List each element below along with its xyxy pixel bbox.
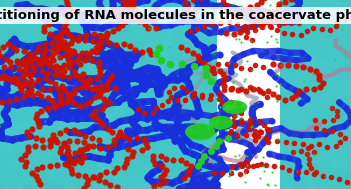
Circle shape xyxy=(223,101,246,113)
Point xyxy=(269,170,275,173)
Point xyxy=(274,40,280,43)
Point xyxy=(256,101,261,104)
Point xyxy=(294,169,300,172)
Point xyxy=(267,4,273,7)
Point xyxy=(146,26,152,29)
Point xyxy=(261,170,266,173)
Point xyxy=(225,109,231,112)
Point xyxy=(236,137,241,140)
Point xyxy=(234,115,240,118)
Point xyxy=(226,175,232,178)
Point xyxy=(332,59,338,62)
Point xyxy=(339,28,345,31)
Point xyxy=(257,177,262,180)
Point xyxy=(274,100,280,103)
Point xyxy=(227,170,233,174)
Circle shape xyxy=(186,124,214,140)
Point xyxy=(273,72,279,75)
Point xyxy=(71,20,77,23)
Point xyxy=(264,182,270,185)
Point xyxy=(275,138,281,141)
Point xyxy=(265,183,271,186)
Point xyxy=(241,79,247,82)
Point xyxy=(42,119,47,122)
Point xyxy=(217,105,223,108)
Point xyxy=(311,153,317,156)
Point xyxy=(249,125,254,128)
Point xyxy=(249,125,254,128)
Point xyxy=(278,83,283,86)
Point xyxy=(236,38,241,41)
Point xyxy=(233,37,239,40)
Point xyxy=(260,156,266,159)
Point xyxy=(217,127,222,130)
Point xyxy=(242,77,247,80)
Point xyxy=(244,164,250,167)
Point xyxy=(272,183,278,186)
Point xyxy=(273,37,279,40)
Point xyxy=(227,168,232,171)
Point xyxy=(249,68,255,71)
Point xyxy=(242,171,247,174)
Point xyxy=(233,129,239,132)
Point xyxy=(211,52,217,55)
Point xyxy=(273,84,279,87)
Point xyxy=(238,40,243,43)
Point xyxy=(230,3,236,6)
Point xyxy=(274,17,279,20)
Point xyxy=(239,5,244,8)
Point xyxy=(31,5,37,9)
Point xyxy=(236,154,241,157)
Point xyxy=(238,117,244,120)
Point xyxy=(166,45,172,48)
Point xyxy=(260,165,266,168)
Point xyxy=(226,62,232,65)
Point xyxy=(223,129,229,132)
Point xyxy=(249,39,254,42)
Point xyxy=(236,167,242,170)
Point xyxy=(275,74,280,77)
Point xyxy=(343,56,348,59)
Point xyxy=(269,34,274,37)
Point xyxy=(224,25,230,28)
Point xyxy=(278,63,284,66)
Point xyxy=(245,59,250,62)
Point xyxy=(0,124,3,127)
Point xyxy=(230,80,236,83)
Point xyxy=(108,139,114,142)
Point xyxy=(238,136,243,139)
Point xyxy=(301,80,307,83)
Point xyxy=(270,17,276,20)
Point xyxy=(341,52,346,55)
Point xyxy=(225,99,231,102)
Point xyxy=(276,7,282,10)
Text: Partitioning of RNA molecules in the coacervate phase: Partitioning of RNA molecules in the coa… xyxy=(0,9,351,22)
Point xyxy=(125,41,130,44)
Point xyxy=(243,180,248,184)
Point xyxy=(264,41,270,44)
Point xyxy=(217,127,222,130)
Point xyxy=(108,137,113,140)
Circle shape xyxy=(210,117,232,129)
Point xyxy=(233,155,238,158)
Point xyxy=(323,174,328,177)
Point xyxy=(244,154,250,157)
